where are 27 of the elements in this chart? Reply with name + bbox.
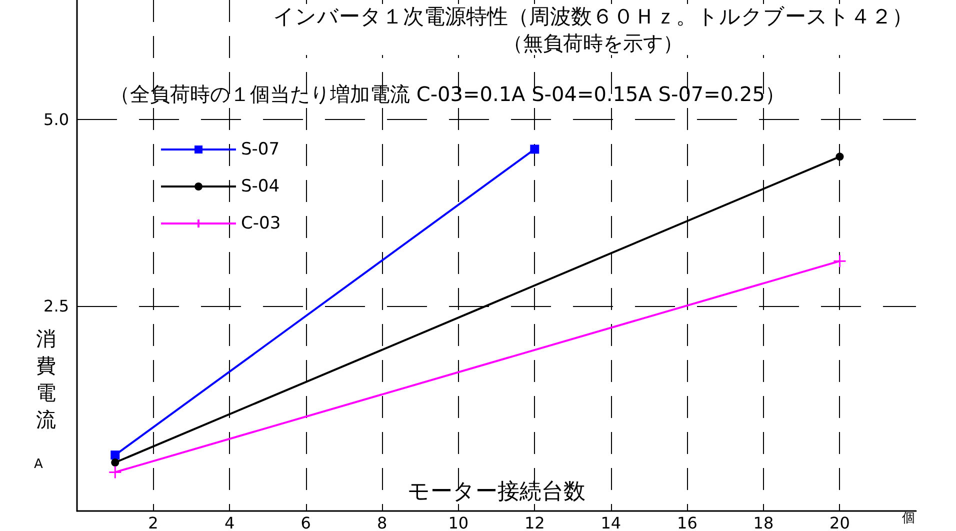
x-tick-label: 2 xyxy=(148,514,158,531)
x-tick-label: 8 xyxy=(376,514,388,531)
annotation: 個 xyxy=(902,511,915,526)
x-tick-label: 14 xyxy=(600,514,622,531)
legend-label: C-03 xyxy=(241,214,281,234)
point xyxy=(111,458,120,467)
y-tick-label: 5.0 xyxy=(44,110,69,129)
x-tick-label: 18 xyxy=(753,514,774,531)
chart-title: インバータ１次電源特性（周波数６０Ｈｚ。トルクブースト４２） xyxy=(273,4,913,28)
text: （無負荷時を示す） xyxy=(503,31,683,55)
point xyxy=(836,152,844,161)
x-tick-label: 10 xyxy=(448,514,469,531)
point xyxy=(110,450,120,460)
x-tick-label: 12 xyxy=(524,514,545,531)
x-tick-label: 20 xyxy=(830,514,850,531)
point xyxy=(108,465,122,479)
text: A xyxy=(34,457,43,472)
point xyxy=(530,144,540,154)
annotation: （全負荷時の１個当たり増加電流 C-03=0.1A S-04=0.15A S-07=0.25） xyxy=(110,82,785,106)
y-tick-label: 2.5 xyxy=(44,296,69,316)
x-tick-label: 16 xyxy=(677,514,698,531)
point xyxy=(832,254,846,268)
legend-label: S-07 xyxy=(241,140,280,160)
y-axis-title: 消費電流 xyxy=(36,326,56,432)
legend-label: S-04 xyxy=(241,176,280,196)
x-tick-label: 6 xyxy=(300,514,311,531)
x-tick-label: 4 xyxy=(224,514,235,531)
